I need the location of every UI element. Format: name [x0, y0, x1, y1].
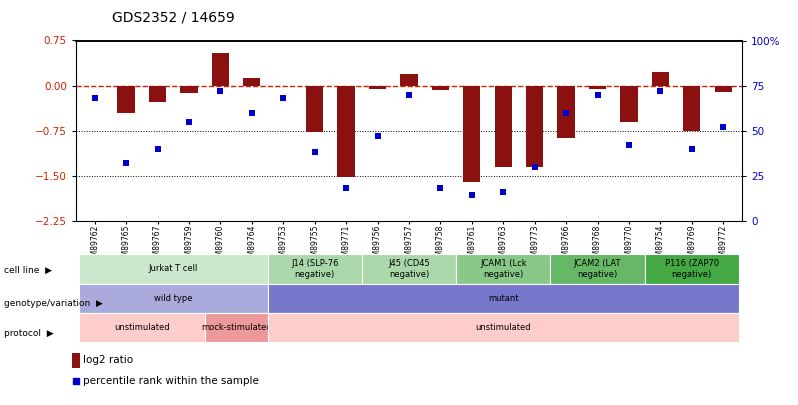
Text: percentile rank within the sample: percentile rank within the sample — [83, 376, 259, 386]
Text: unstimulated: unstimulated — [476, 323, 531, 332]
Text: mock-stimulated: mock-stimulated — [201, 323, 271, 332]
Text: mutant: mutant — [488, 294, 519, 303]
Bar — [495, 85, 512, 167]
Text: JCAM1 (Lck
negative): JCAM1 (Lck negative) — [480, 259, 527, 279]
Bar — [72, 353, 80, 368]
Text: protocol  ▶: protocol ▶ — [4, 328, 53, 338]
Bar — [558, 85, 575, 139]
Bar — [401, 74, 417, 85]
Bar — [652, 72, 669, 85]
Bar — [715, 85, 732, 92]
Text: cell line  ▶: cell line ▶ — [4, 266, 52, 275]
Text: unstimulated: unstimulated — [114, 323, 170, 332]
Text: J45 (CD45
negative): J45 (CD45 negative) — [388, 259, 430, 279]
Bar — [463, 85, 480, 182]
Bar — [589, 85, 606, 89]
Text: JCAM2 (LAT
negative): JCAM2 (LAT negative) — [574, 259, 622, 279]
Text: J14 (SLP-76
negative): J14 (SLP-76 negative) — [291, 259, 338, 279]
Bar — [306, 85, 323, 132]
Bar — [683, 85, 701, 130]
Text: log2 ratio: log2 ratio — [83, 355, 133, 365]
Bar — [117, 85, 135, 113]
Text: GDS2352 / 14659: GDS2352 / 14659 — [112, 10, 235, 24]
Bar — [211, 53, 229, 85]
Bar — [526, 85, 543, 167]
Text: wild type: wild type — [154, 294, 192, 303]
Text: genotype/variation  ▶: genotype/variation ▶ — [4, 299, 103, 309]
Bar — [180, 85, 198, 93]
Text: P116 (ZAP70
negative): P116 (ZAP70 negative) — [665, 259, 719, 279]
Bar — [338, 85, 355, 177]
Bar — [432, 85, 449, 90]
Bar — [149, 85, 166, 102]
Text: Jurkat T cell: Jurkat T cell — [148, 264, 198, 273]
Bar — [243, 78, 260, 85]
Bar — [369, 85, 386, 89]
Bar — [620, 85, 638, 122]
